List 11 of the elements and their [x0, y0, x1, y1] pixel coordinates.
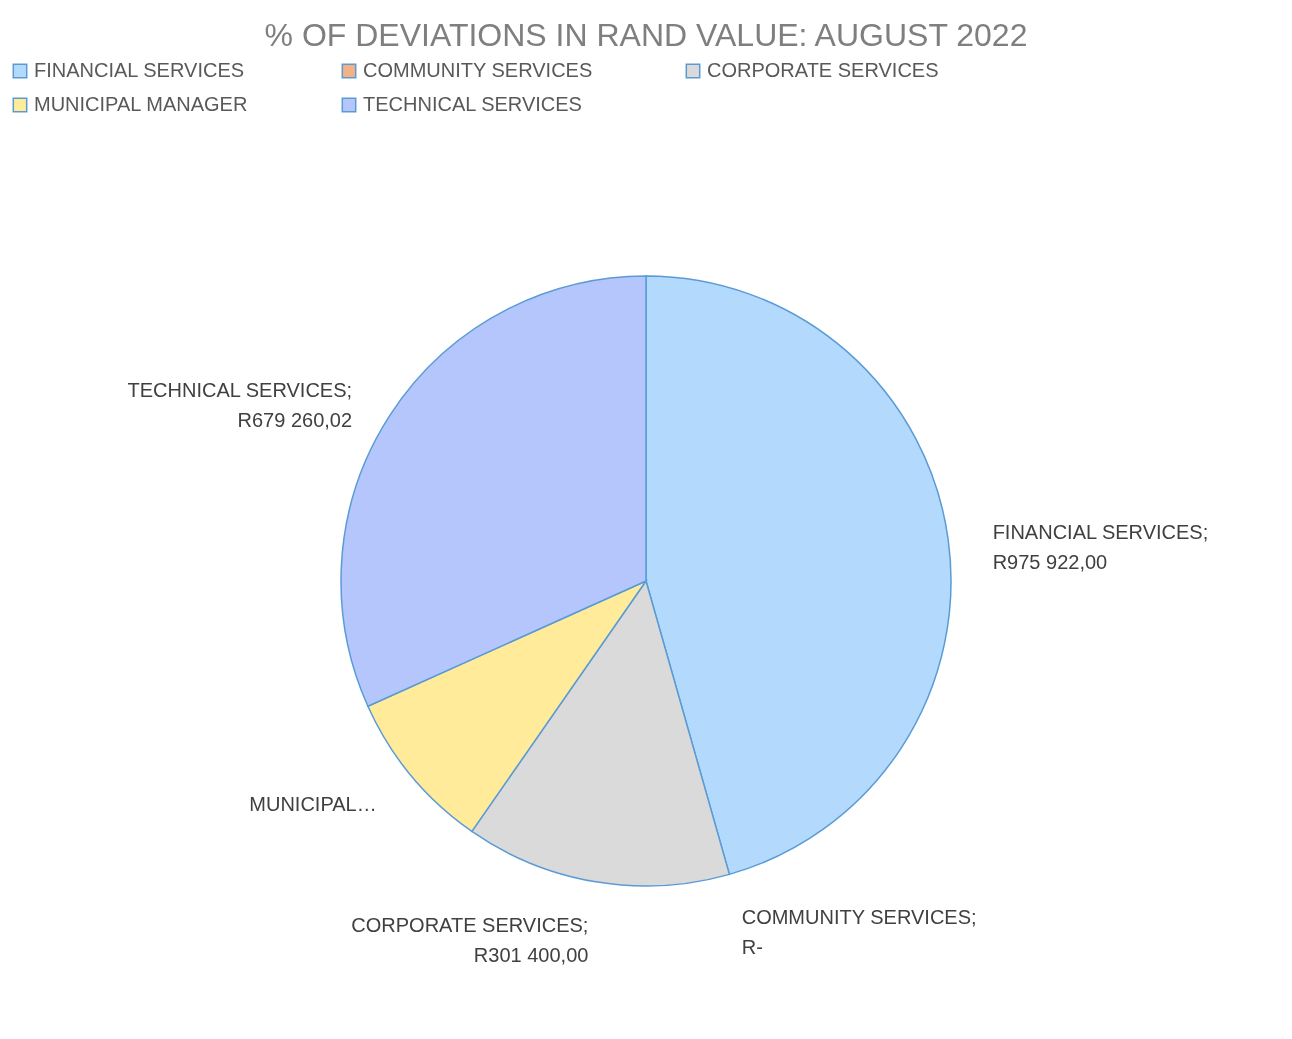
legend-label: COMMUNITY SERVICES	[363, 59, 593, 81]
legend-label: CORPORATE SERVICES	[707, 59, 939, 81]
text: COMMUNITY SERVICES; R-	[741, 905, 977, 958]
legend-label: TECHNICAL SERVICES	[363, 93, 582, 115]
data-label: TECHNICAL SERVICES; R679 260,02	[127, 378, 353, 431]
chart-title: % OF DEVIATIONS IN RAND VALUE: AUGUST 2022	[264, 17, 1028, 53]
legend-label: FINANCIAL SERVICES	[34, 59, 245, 81]
data-label: FINANCIAL SERVICES; R975 922,00	[992, 520, 1209, 573]
data-label: MUNICIPAL…	[249, 792, 377, 815]
data-label: CORPORATE SERVICES; R301 400,00	[351, 914, 589, 967]
legend-label: MUNICIPAL MANAGER	[34, 93, 248, 115]
